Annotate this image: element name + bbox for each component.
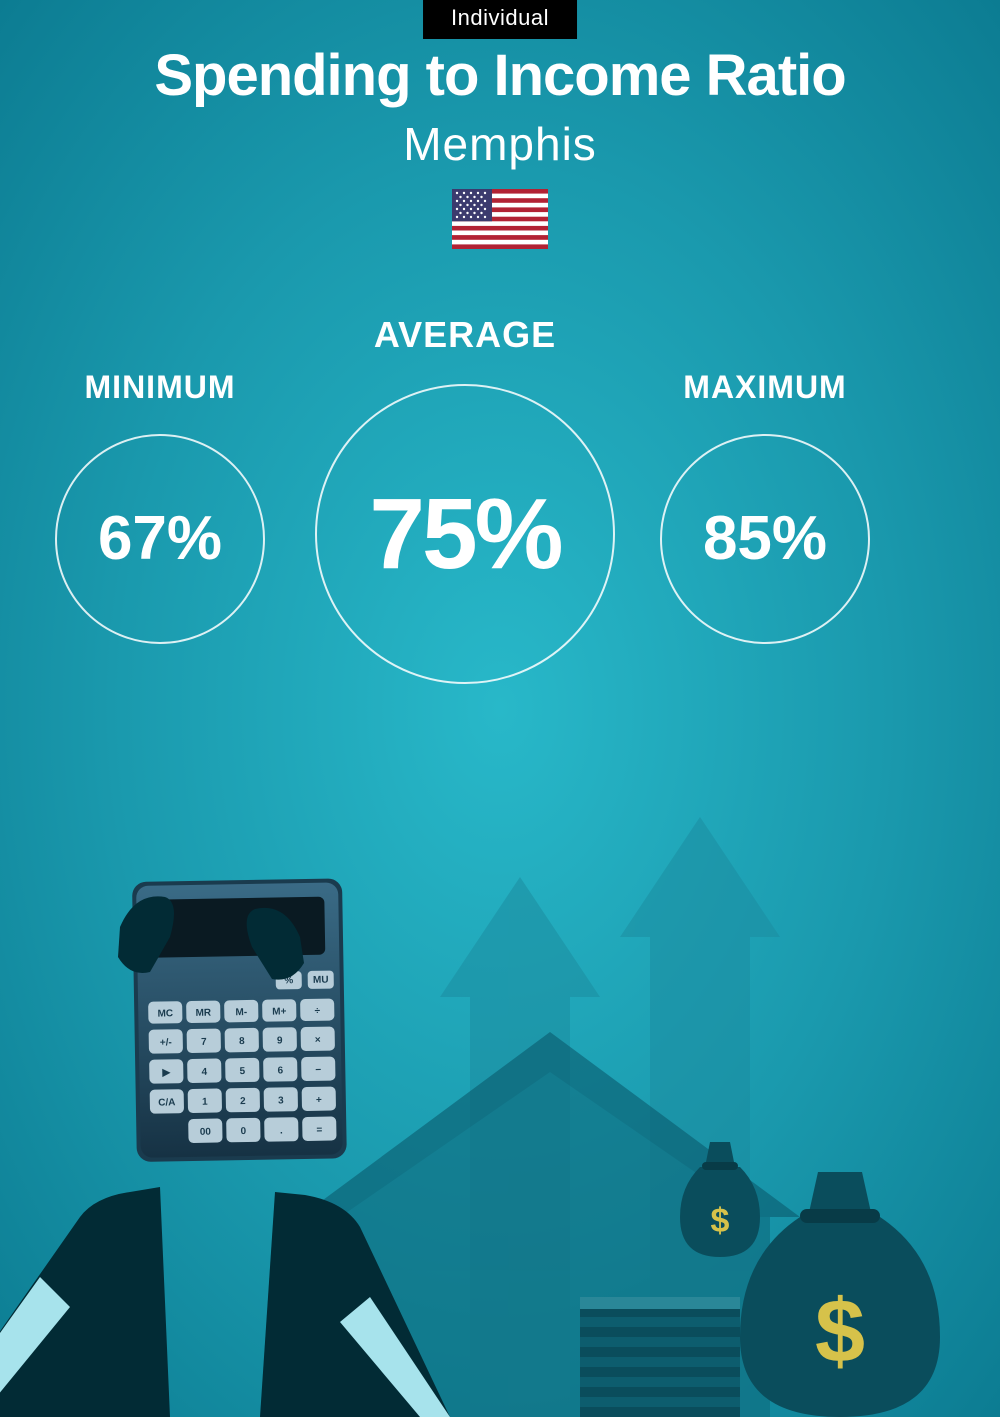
us-flag-icon <box>452 189 548 254</box>
category-badge: Individual <box>423 0 577 39</box>
svg-text:MR: MR <box>195 1008 212 1019</box>
stat-maximum-value: 85% <box>703 508 827 570</box>
stat-maximum-circle: 85% <box>660 434 870 644</box>
svg-text:3: 3 <box>278 1095 284 1106</box>
stat-minimum-label: MINIMUM <box>45 369 275 406</box>
stat-minimum-value: 67% <box>98 508 222 570</box>
svg-text:$: $ <box>711 1202 730 1240</box>
svg-text:.: . <box>280 1125 283 1136</box>
stat-average-circle: 75% <box>315 384 615 684</box>
svg-text:0: 0 <box>240 1126 246 1137</box>
svg-text:9: 9 <box>277 1035 283 1046</box>
svg-text:MU: MU <box>313 975 329 986</box>
svg-text:7: 7 <box>201 1037 207 1048</box>
svg-text:=: = <box>316 1125 322 1136</box>
svg-text:4: 4 <box>201 1067 207 1078</box>
svg-text:+: + <box>316 1095 322 1106</box>
svg-text:M-: M- <box>235 1007 247 1018</box>
stat-maximum-label: MAXIMUM <box>650 369 880 406</box>
city-name: Memphis <box>0 117 1000 171</box>
svg-text:6: 6 <box>277 1065 283 1076</box>
svg-text:8: 8 <box>239 1036 245 1047</box>
svg-text:$: $ <box>815 1282 865 1382</box>
svg-text:1: 1 <box>202 1097 208 1108</box>
svg-text:M+: M+ <box>272 1006 287 1017</box>
stat-average-label: AVERAGE <box>310 314 620 356</box>
stat-minimum: MINIMUM 67% <box>45 369 275 644</box>
svg-text:▶: ▶ <box>161 1067 171 1078</box>
svg-text:%: % <box>284 975 293 986</box>
svg-text:×: × <box>315 1035 321 1046</box>
stat-average: AVERAGE 75% <box>310 314 620 684</box>
page-title: Spending to Income Ratio <box>0 42 1000 109</box>
finance-illustration: $ $ <box>0 797 1000 1417</box>
svg-text:÷: ÷ <box>314 1006 320 1017</box>
svg-text:MC: MC <box>157 1008 173 1019</box>
stat-minimum-circle: 67% <box>55 434 265 644</box>
svg-text:00: 00 <box>200 1127 212 1138</box>
svg-text:+/-: +/- <box>160 1037 172 1048</box>
svg-text:−: − <box>315 1065 321 1076</box>
svg-text:2: 2 <box>240 1096 246 1107</box>
svg-text:5: 5 <box>239 1066 245 1077</box>
stats-row: MINIMUM 67% AVERAGE 75% MAXIMUM 85% <box>0 314 1000 734</box>
svg-text:C/A: C/A <box>158 1097 175 1108</box>
category-badge-label: Individual <box>451 5 549 30</box>
stat-maximum: MAXIMUM 85% <box>650 369 880 644</box>
stat-average-value: 75% <box>369 484 560 584</box>
